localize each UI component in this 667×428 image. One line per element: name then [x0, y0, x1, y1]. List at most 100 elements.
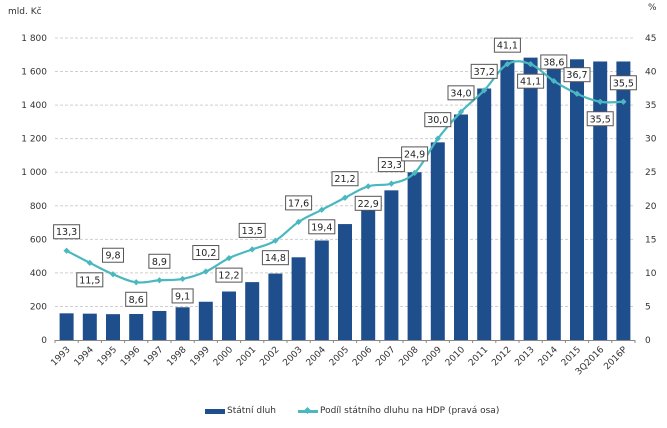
x-tick-label: 2009 [421, 345, 444, 368]
line-point-2009 [434, 135, 441, 142]
data-labels: 13,3 11,5 9,8 8,6 8,9 9,1 10,2 12,2 13,5 14,8 17,6… [53, 37, 637, 307]
line-point-2001 [249, 246, 256, 253]
x-tick-label: 2006 [351, 345, 374, 368]
x-tick-label: 2007 [374, 345, 397, 368]
data-label-box [470, 63, 498, 79]
right-tick-label: 15 [645, 235, 656, 245]
data-label-text: 17,6 [288, 198, 309, 209]
left-axis-unit: mld. Kč [8, 6, 42, 17]
data-label-box [609, 75, 637, 91]
right-tick-label: 35 [645, 101, 656, 111]
right-tick-label: 25 [645, 168, 656, 178]
x-tick-label: 2000 [212, 345, 235, 368]
data-label-box [53, 224, 81, 240]
data-label: 13,5 [238, 222, 266, 238]
data-label: 12,2 [215, 267, 243, 283]
bar-2010 [454, 114, 468, 340]
bar-1993 [59, 313, 74, 340]
bar-1997 [152, 310, 167, 340]
line-point-1993 [63, 247, 70, 254]
right-tick-label: 5 [645, 302, 651, 312]
bar-1996 [129, 313, 144, 340]
x-tick-label: 1996 [119, 345, 142, 368]
bar-2001 [245, 282, 260, 340]
data-label-text: 19,4 [311, 222, 332, 233]
data-label-box [586, 111, 614, 127]
data-label-text: 22,9 [358, 199, 379, 210]
x-tick-label: 1997 [142, 345, 165, 368]
legend-bar-label: Státní dluh [227, 406, 276, 416]
data-label: 14,8 [261, 250, 289, 266]
data-label: 41,1 [517, 73, 545, 89]
data-label-text: 13,5 [242, 226, 263, 237]
x-tick-label: 2004 [305, 345, 328, 368]
data-label: 35,5 [609, 75, 637, 91]
data-label: 11,5 [76, 272, 104, 288]
data-label-text: 14,8 [265, 253, 286, 264]
left-tick-label: 1 600 [21, 68, 47, 78]
right-axis: 0 5 10 15 20 25 30 35 40 45 [645, 34, 657, 346]
bar-2005 [338, 224, 352, 340]
data-label-text: 34,0 [450, 88, 471, 99]
data-label-text: 9,8 [105, 251, 120, 262]
x-tick-label: 1999 [189, 345, 212, 368]
left-tick-label: 400 [30, 269, 47, 279]
data-label: 21,2 [331, 171, 359, 187]
bar-2003 [291, 257, 306, 340]
line-point-2006 [365, 183, 372, 190]
data-label: 36,7 [563, 67, 591, 83]
x-tick-label: 2005 [328, 345, 351, 368]
bar-2015 [570, 59, 584, 341]
data-label: 9,1 [171, 288, 194, 304]
bar-2002 [268, 273, 283, 340]
bar-2006 [361, 205, 376, 340]
left-tick-label: 1 200 [21, 135, 47, 145]
bar-2000 [222, 291, 236, 340]
data-label-box [401, 146, 429, 162]
bar-2007 [384, 190, 399, 340]
data-label-box [493, 37, 521, 53]
bar-2009 [430, 142, 445, 340]
data-label-box [192, 245, 220, 261]
x-tick-label: 2014 [537, 345, 560, 368]
line-point-1998 [179, 275, 186, 283]
right-tick-label: 0 [645, 336, 651, 346]
data-label-box [308, 219, 336, 235]
bar-2008 [407, 172, 422, 340]
data-label-box [331, 171, 359, 187]
bar-2016P [616, 61, 631, 340]
data-label-box [540, 54, 568, 70]
legend-line-label: Podíl státního dluhu na HDP (pravá osa) [319, 406, 500, 416]
data-label: 9,8 [102, 247, 124, 263]
x-tick-label: 2002 [258, 345, 281, 368]
bar-1995 [106, 314, 120, 340]
bar-2004 [314, 240, 329, 340]
x-tick-label: 2001 [235, 345, 258, 368]
data-label: 23,3 [377, 157, 405, 173]
data-label: 22,9 [354, 195, 382, 211]
data-label: 30,0 [424, 112, 452, 128]
data-label-text: 10,2 [195, 248, 216, 259]
left-tick-label: 600 [30, 235, 47, 245]
x-tick-label: 2010 [444, 345, 467, 368]
left-tick-label: 0 [41, 336, 47, 346]
legend-item-debt[interactable]: Státní dluh [205, 406, 276, 416]
data-label-box [215, 267, 243, 283]
bar-2012 [500, 60, 515, 340]
data-label-text: 9,1 [175, 291, 190, 302]
data-label-text: 24,9 [404, 149, 425, 160]
legend-item-gdp-share[interactable]: Podíl státního dluhu na HDP (pravá osa) [297, 406, 500, 416]
data-label-box [563, 67, 591, 83]
right-tick-label: 10 [645, 269, 657, 279]
bar-2014 [546, 60, 561, 340]
data-label-text: 12,2 [218, 271, 239, 282]
data-label: 8,6 [125, 291, 148, 307]
x-tick-label: 2012 [490, 345, 513, 368]
data-label: 8,9 [148, 253, 171, 269]
x-axis: 1993 1994 1995 1996 1997 1998 1999 2000 2001 2002… [49, 340, 636, 377]
data-label: 24,9 [401, 146, 429, 162]
data-label-box [261, 250, 289, 266]
x-tick-label: 1995 [96, 345, 119, 368]
data-label: 37,2 [470, 63, 498, 79]
data-label-text: 41,1 [520, 77, 541, 88]
